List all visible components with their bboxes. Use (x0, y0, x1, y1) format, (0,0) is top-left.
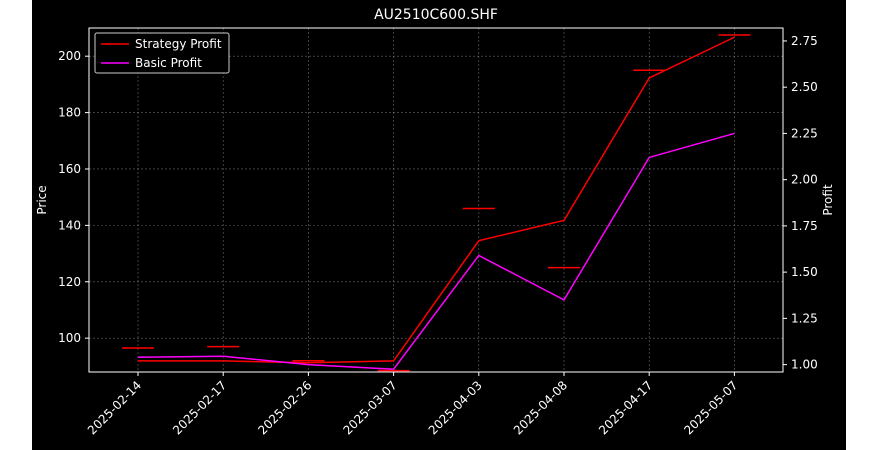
tick-label-x: 2025-03-07 (341, 378, 400, 437)
tick-label-left: 140 (58, 218, 81, 232)
tick-label-x: 2025-04-17 (596, 378, 655, 437)
tick-label-right: 1.00 (791, 358, 818, 372)
series-layer (137, 36, 735, 370)
tick-label-left: 120 (58, 275, 81, 289)
legend: Strategy Profit Basic Profit (94, 32, 230, 74)
axis-layer: 100 120 140 160 180 200 1.00 1.25 1.50 1.75 2.00 2.… (58, 34, 818, 437)
tick-label-x: 2025-02-14 (85, 378, 144, 437)
chart-title: AU2510C600.SHF (374, 7, 498, 23)
tick-label-right: 1.25 (791, 311, 818, 325)
tick-label-right: 1.50 (791, 265, 818, 279)
tick-label-right: 2.50 (791, 80, 818, 94)
tick-label-right: 2.75 (791, 34, 818, 48)
tick-label-x: 2025-02-26 (255, 378, 314, 437)
chart-svg: 100 120 140 160 180 200 1.00 1.25 1.50 1.75 2.00 2.… (35, 7, 835, 437)
tick-label-x: 2025-05-07 (681, 378, 740, 437)
tick-label-right: 2.00 (791, 173, 818, 187)
tick-label-left: 160 (58, 162, 81, 176)
series-line-strategy-profit (138, 36, 735, 364)
tick-label-right: 2.25 (791, 126, 818, 140)
plot-frame (88, 27, 784, 373)
tick-label-x: 2025-04-08 (511, 378, 570, 437)
legend-label-strategy-profit: Strategy Profit (135, 37, 222, 51)
tick-label-right: 1.75 (791, 219, 818, 233)
price-markers (122, 34, 751, 372)
chart-figure: 100 120 140 160 180 200 1.00 1.25 1.50 1.75 2.00 2.… (32, 0, 846, 450)
tick-label-x: 2025-02-17 (170, 378, 229, 437)
tick-label-left: 100 (58, 331, 81, 345)
grid-layer (89, 28, 783, 372)
tick-label-left: 180 (58, 106, 81, 120)
tick-label-x: 2025-04-03 (426, 378, 485, 437)
legend-label-basic-profit: Basic Profit (135, 56, 202, 70)
tick-label-left: 200 (58, 49, 81, 63)
y-axis-label-left: Price (35, 185, 49, 214)
y-axis-label-right: Profit (821, 184, 835, 216)
series-line-basic-profit (137, 132, 735, 370)
